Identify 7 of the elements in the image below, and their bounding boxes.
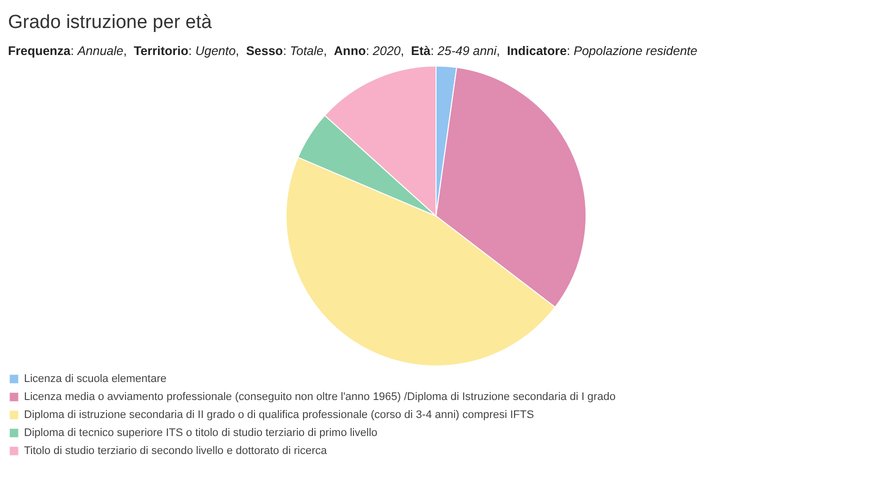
legend-label: Titolo di studio terziario di secondo livello e dottorato di ricerca	[24, 445, 328, 457]
legend-label: Diploma di istruzione secondaria di II grado o di qualifica professionale (corso di 3-4 anni) compresi IFTS	[24, 409, 534, 421]
chart-title: Grado istruzione per età	[8, 12, 213, 34]
text: Frequenza: Annuale, Territorio: Ugento, Sesso: Totale, Anno: 2020, Età: 25-49 anni, Indicatore: Popolazione residente	[8, 44, 698, 58]
legend-label: Diploma di tecnico superiore ITS o titolo di studio terziario di primo livello	[24, 427, 378, 439]
legend-label: Licenza media o avviamento professionale (conseguito non oltre l'anno 1965) /Diploma di Istruzione secondaria di I grado	[24, 391, 616, 403]
legend-label: Licenza di scuola elementare	[24, 373, 166, 385]
